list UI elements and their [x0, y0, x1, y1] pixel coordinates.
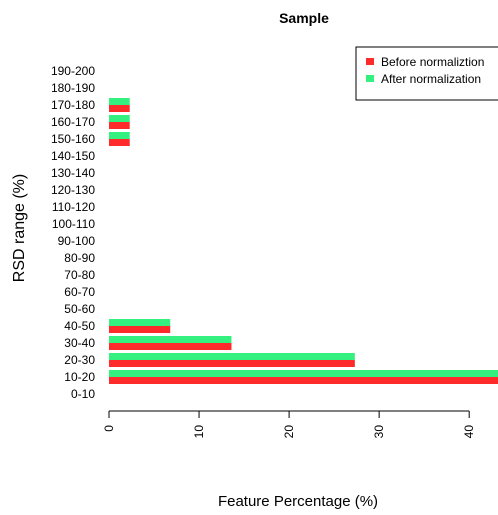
y-axis-title-group: RSD range (%) [11, 174, 28, 282]
y-axis-title: RSD range (%) [11, 174, 28, 282]
legend: Before normaliztion After normalization [355, 46, 498, 101]
x-tick-label: 10 [192, 425, 206, 439]
y-tick-label: 180-190 [51, 81, 95, 95]
legend-label-before-normalization: Before normaliztion [381, 55, 484, 69]
y-tick-label: 160-170 [51, 115, 95, 129]
legend-box [355, 46, 498, 101]
y-tick-label: 90-100 [58, 234, 96, 248]
y-tick-label: 80-90 [64, 251, 95, 265]
x-axis-title: Feature Percentage (%) [218, 493, 378, 510]
y-tick-label: 110-120 [52, 200, 95, 214]
bar-before-normalization [109, 122, 130, 129]
bar-after-normalization [109, 353, 355, 360]
x-tick-label: 30 [372, 425, 386, 439]
bar-after-normalization [109, 115, 130, 122]
y-tick-label: 130-140 [51, 166, 95, 180]
bar-after-normalization [109, 336, 232, 343]
bar-before-normalization [109, 139, 130, 146]
x-tick-label: 40 [462, 425, 476, 439]
legend-swatch-after-normalization [366, 75, 374, 82]
bar-after-normalization [109, 132, 130, 139]
y-tick-label: 50-60 [64, 302, 95, 316]
y-tick-label: 140-150 [51, 149, 95, 163]
bar-before-normalization [109, 360, 355, 367]
bar-before-normalization [109, 105, 130, 112]
y-tick-label: 60-70 [64, 285, 95, 299]
y-tick-label: 150-160 [51, 132, 95, 146]
y-tick-label: 170-180 [51, 98, 95, 112]
y-tick-label: 40-50 [64, 319, 95, 333]
x-axis-title-group: Feature Percentage (%) [218, 493, 378, 510]
x-tick-label: 20 [282, 425, 296, 439]
legend-label-after-normalization: After normalization [381, 72, 481, 86]
bar-after-normalization [109, 370, 498, 377]
bar-before-normalization [109, 343, 232, 350]
y-tick-label: 20-30 [64, 353, 95, 367]
bar-after-normalization [109, 98, 130, 105]
y-tick-label: 120-130 [51, 183, 95, 197]
y-tick-label: 70-80 [64, 268, 95, 282]
x-tick-label: 0 [102, 425, 116, 432]
chart-title: Sample [279, 10, 329, 26]
bar-after-normalization [109, 319, 171, 326]
x-axis: 0 10 20 30 40 [102, 410, 476, 439]
y-tick-label: 10-20 [64, 370, 95, 384]
y-tick-label: 190-200 [51, 64, 95, 78]
bar-before-normalization [109, 377, 498, 384]
y-axis: 0-10 10-20 20-30 30-40 40-50 50-60 60-70 70-80 8… [51, 64, 95, 401]
bars [109, 98, 498, 384]
legend-swatch-before-normalization [366, 58, 374, 65]
y-tick-label: 100-110 [52, 217, 95, 231]
y-tick-label: 0-10 [71, 387, 95, 401]
bar-before-normalization [109, 326, 171, 333]
chart-title-group: Sample [279, 10, 329, 26]
y-tick-label: 30-40 [64, 336, 95, 350]
